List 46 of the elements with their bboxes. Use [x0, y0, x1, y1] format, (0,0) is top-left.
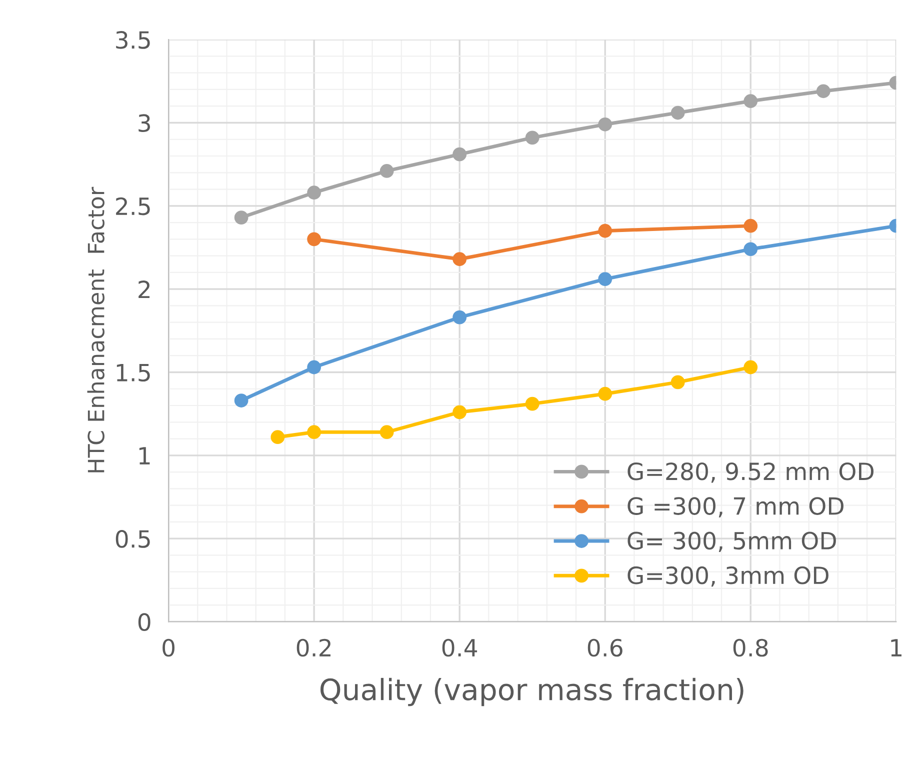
point — [452, 147, 467, 162]
point — [744, 218, 758, 233]
y-tick-label: 3.5 — [116, 31, 150, 49]
point — [307, 186, 322, 200]
y-tick-label: 3 — [138, 114, 150, 132]
point — [744, 360, 758, 374]
point — [380, 425, 394, 440]
point — [452, 252, 467, 266]
point — [525, 396, 540, 411]
x-tick-label: 0.4 — [442, 638, 478, 657]
x-tick-label: 0.2 — [296, 638, 330, 657]
legend-label: G =300, 7 mm OD — [628, 497, 844, 518]
y-tick-label: 0 — [138, 613, 150, 632]
y-tick-label: 1 — [139, 447, 150, 464]
legend-label: G=300, 3mm OD — [628, 566, 828, 587]
point — [670, 106, 685, 120]
point — [598, 224, 612, 238]
point — [452, 310, 467, 324]
point — [598, 386, 612, 401]
point — [307, 425, 322, 440]
x-axis-title: Quality (vapor mass fraction) — [320, 678, 744, 706]
point — [525, 130, 540, 145]
point — [234, 210, 248, 224]
point — [234, 394, 248, 408]
y-tick-label: 1.5 — [116, 364, 150, 382]
point — [380, 164, 394, 178]
x-tick-label: 1 — [891, 639, 902, 656]
point — [670, 375, 685, 390]
legend-label: G= 300, 5mm OD — [628, 532, 836, 552]
point — [744, 94, 758, 108]
y-tick-label: 2 — [138, 280, 150, 298]
point — [307, 232, 322, 246]
point — [598, 272, 612, 286]
y-axis-title: HTC Enhanacment Factor — [87, 186, 104, 472]
point — [598, 117, 612, 132]
point — [452, 405, 467, 420]
x-tick-label: 0.8 — [733, 638, 768, 657]
point — [307, 360, 322, 374]
legend-label: G=280, 9.52 mm OD — [628, 462, 874, 483]
y-tick-label: 2.5 — [116, 197, 150, 216]
x-tick-label: 0 — [162, 638, 174, 657]
point — [744, 242, 758, 256]
point — [816, 84, 830, 98]
point — [270, 430, 285, 444]
x-tick-label: 0.6 — [588, 638, 622, 657]
y-tick-label: 0.5 — [116, 530, 150, 548]
